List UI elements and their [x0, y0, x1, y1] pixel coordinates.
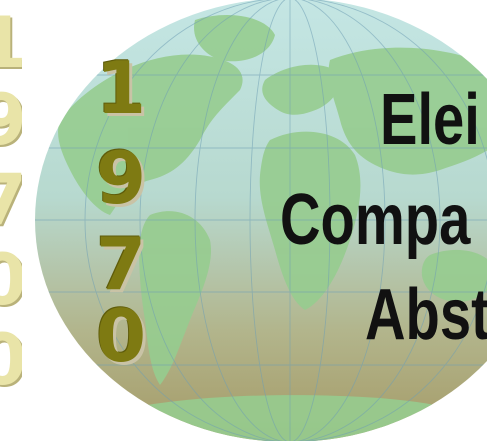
title-line-2: Compa: [280, 180, 471, 260]
year-digit-1: 1: [96, 46, 147, 130]
year-digit-2: 9: [96, 136, 147, 220]
year-digit-3: 7: [96, 222, 147, 306]
left-digit-4: 0: [0, 245, 22, 315]
title-line-3: Abst: [365, 275, 487, 355]
left-digit-3: 7: [0, 165, 22, 235]
year-digit-4: 0: [96, 294, 147, 378]
left-digit-2: 9: [0, 85, 22, 155]
title-line-1: Elei: [380, 80, 480, 160]
left-digit-5: 0: [0, 325, 22, 395]
left-digit-1: 1: [0, 8, 22, 78]
left-year-strip: 1 9 7 0 0: [0, 0, 22, 441]
grid-lines: [35, 0, 487, 441]
